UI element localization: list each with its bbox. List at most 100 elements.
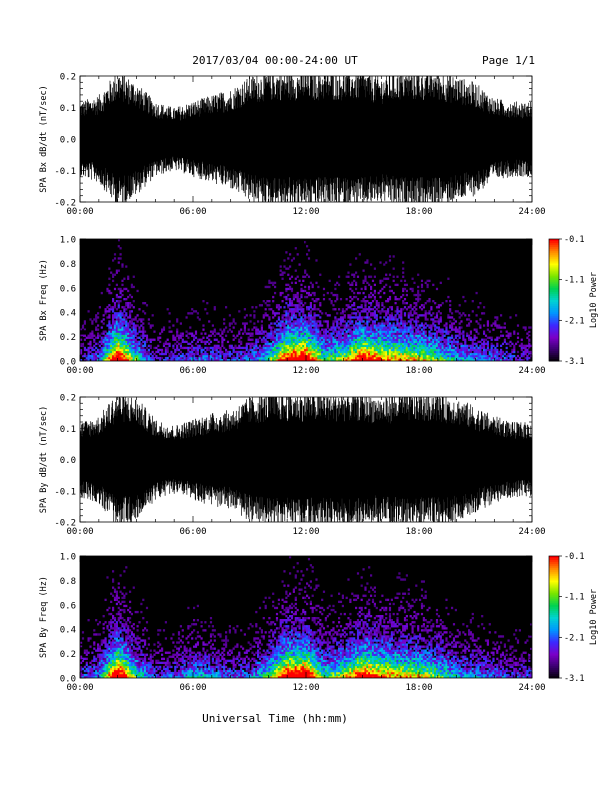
spectrogram-cell xyxy=(407,312,410,315)
spectrogram-cell xyxy=(309,344,312,348)
spectrogram-cell xyxy=(258,344,262,348)
spectrogram-cell xyxy=(452,348,456,352)
spectrogram-cell xyxy=(315,328,318,331)
spectrogram-cell xyxy=(97,649,100,652)
spectrogram-cell xyxy=(484,350,488,354)
spectrogram-cell xyxy=(125,308,128,311)
spectrogram-cell xyxy=(108,645,111,648)
spectrogram-cell xyxy=(272,350,275,354)
spectrogram-cell xyxy=(394,316,397,319)
spectrogram-cell xyxy=(266,336,269,339)
spectrogram-cell xyxy=(373,295,376,299)
spectrogram-cell xyxy=(87,348,90,352)
spectrogram-cell xyxy=(373,322,376,325)
spectrogram-cell xyxy=(420,322,424,325)
spectrogram-cell xyxy=(121,328,124,331)
spectrogram-cell xyxy=(330,356,333,360)
spectrogram-cell xyxy=(420,350,424,354)
spectrogram-cell xyxy=(415,338,418,341)
spectrogram-cell xyxy=(306,320,309,323)
spectrogram-cell xyxy=(321,336,324,339)
spectrogram-cell xyxy=(420,359,424,361)
spectrogram-cell xyxy=(113,312,117,315)
spectrogram-cell xyxy=(287,298,290,301)
spectrogram-cell xyxy=(405,346,408,350)
spectrogram-cell xyxy=(209,359,213,361)
spectrogram-cell xyxy=(204,359,207,361)
spectrogram-cell xyxy=(132,322,135,325)
spectrogram-cell xyxy=(528,330,531,333)
spectrogram-cell xyxy=(435,306,439,309)
spectrogram-cell xyxy=(390,334,393,337)
spectrogram-cell xyxy=(313,322,316,325)
spectrogram-cell xyxy=(415,324,418,327)
spectrogram-cell xyxy=(430,334,433,337)
spectrogram-cell xyxy=(462,336,465,339)
spectrogram-cell xyxy=(388,342,392,346)
spectrogram-cell xyxy=(272,312,275,315)
spectrogram-cell xyxy=(332,308,335,311)
spectrogram-cell xyxy=(110,667,113,671)
spectrogram-cell xyxy=(321,344,324,348)
spectrogram-cell xyxy=(434,338,437,341)
spectrogram-cell xyxy=(356,328,360,331)
spectrogram-cell xyxy=(428,330,431,333)
spectrogram-cell xyxy=(285,287,288,291)
spectrogram-cell xyxy=(458,322,461,325)
spectrogram-cell xyxy=(413,310,416,313)
spectrogram-cell xyxy=(290,316,294,319)
spectrogram-cell xyxy=(460,320,463,323)
spectrogram-cell xyxy=(403,283,407,287)
spectrogram-cell xyxy=(200,350,203,354)
spectrogram-cell xyxy=(112,298,115,301)
spectrogram-cell xyxy=(151,314,154,317)
spectrogram-cell xyxy=(528,346,531,350)
spectrogram-cell xyxy=(426,340,429,344)
spectrogram-cell xyxy=(292,338,295,341)
spectrogram-cell xyxy=(452,346,456,350)
spectrogram-cell xyxy=(145,338,149,341)
spectrogram-cell xyxy=(112,308,115,311)
spectrogram-cell xyxy=(347,342,350,346)
spectrogram-cell xyxy=(392,267,395,270)
spectrogram-cell xyxy=(117,354,120,358)
spectrogram-cell xyxy=(390,318,393,321)
spectrogram-cell xyxy=(272,352,275,356)
spectrogram-cell xyxy=(112,647,115,650)
spectrogram-cell xyxy=(351,334,354,337)
spectrogram-cell xyxy=(398,348,401,352)
spectrogram-cell xyxy=(117,326,120,329)
spectrogram-cell xyxy=(475,330,478,333)
spectrogram-cell xyxy=(387,346,390,350)
spectrogram-cell xyxy=(419,332,422,335)
spectrogram-cell xyxy=(398,359,401,361)
spectrogram-cell xyxy=(81,342,85,346)
colorbar-segment xyxy=(549,340,559,344)
spectrogram-cell xyxy=(196,348,199,352)
spectrogram-cell xyxy=(454,350,457,354)
spectrogram-cell xyxy=(264,340,267,344)
spectrogram-cell xyxy=(87,346,90,350)
spectrogram-cell xyxy=(113,302,117,305)
spectrogram-cell xyxy=(191,340,194,344)
spectrogram-cell xyxy=(432,324,435,327)
spectrogram-cell xyxy=(108,676,111,678)
spectrogram-cell xyxy=(168,354,171,358)
spectrogram-cell xyxy=(243,354,246,358)
colorbar-tick-label: -1.1 xyxy=(564,276,584,286)
spectrogram-cell xyxy=(279,293,282,297)
spectrogram-cell xyxy=(283,310,286,313)
spectrogram-cell xyxy=(147,354,150,358)
spectrogram-cell xyxy=(377,336,380,339)
spectrogram-cell xyxy=(334,328,337,331)
spectrogram-cell xyxy=(129,320,132,323)
spectrogram-cell xyxy=(100,663,103,667)
spectrogram-cell xyxy=(435,340,439,344)
spectrogram-cell xyxy=(424,344,427,348)
spectrogram-cell xyxy=(336,342,339,346)
spectrogram-cell xyxy=(379,336,382,339)
spectrogram-cell xyxy=(104,598,107,602)
colorbar-segment xyxy=(549,324,559,327)
spectrogram-cell xyxy=(481,352,484,356)
y-tick-label: 0.0 xyxy=(60,136,76,146)
